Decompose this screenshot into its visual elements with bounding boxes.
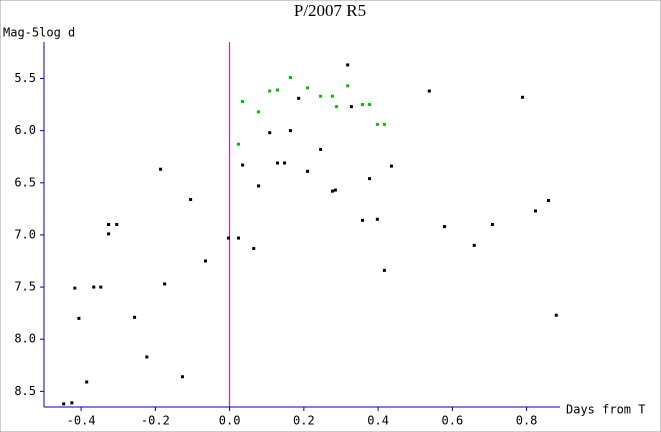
data-point (330, 189, 334, 193)
y-tick-label: 6.5 (14, 175, 36, 189)
data-point (203, 259, 207, 263)
x-tick-label: -0.4 (67, 414, 96, 428)
data-point (257, 110, 261, 114)
data-point (85, 380, 89, 384)
data-point (361, 103, 365, 107)
data-point (275, 88, 279, 92)
data-point (533, 209, 537, 213)
data-point (288, 75, 292, 79)
y-tick-label: 7.0 (14, 227, 36, 241)
data-point (163, 282, 167, 286)
x-tick-label: 0.6 (442, 414, 464, 428)
x-tick-label: 0.2 (293, 414, 315, 428)
data-point (346, 63, 350, 67)
data-point (554, 313, 558, 317)
data-point (546, 199, 550, 203)
data-point (241, 99, 245, 103)
data-point (107, 223, 111, 226)
data-point (159, 167, 163, 171)
data-point (375, 217, 379, 221)
data-point (70, 401, 74, 405)
data-point (427, 89, 431, 93)
data-point (375, 122, 379, 126)
data-point (180, 375, 184, 379)
data-point (346, 84, 350, 88)
data-point (319, 94, 323, 98)
y-tick-label: 5.5 (14, 71, 36, 85)
data-point (115, 223, 119, 226)
data-point (133, 315, 137, 319)
data-point (382, 122, 386, 126)
data-point (237, 236, 241, 240)
data-point (490, 223, 494, 226)
data-point (330, 94, 334, 98)
data-point (99, 285, 103, 289)
x-tick-label: 0.4 (367, 414, 389, 428)
chart-title: P/2007 R5 (294, 1, 366, 20)
data-point (361, 218, 365, 222)
data-point (297, 96, 301, 100)
y-tick-label: 7.5 (14, 280, 36, 294)
data-point (368, 177, 372, 181)
x-tick-label: 0.8 (516, 414, 538, 428)
data-point (368, 103, 372, 107)
data-point (283, 161, 287, 165)
y-tick-label: 6.0 (14, 123, 36, 137)
y-tick-label: 8.0 (14, 332, 36, 346)
data-point (73, 286, 77, 290)
data-point (335, 105, 339, 109)
data-point (268, 89, 272, 93)
x-tick-label: 0.0 (219, 414, 241, 428)
y-axis-label: Mag-5log d (3, 26, 75, 40)
data-point (382, 268, 386, 272)
data-point (237, 142, 241, 146)
data-point (92, 285, 96, 289)
data-point (252, 246, 256, 250)
data-point (389, 164, 393, 168)
data-point (319, 147, 323, 151)
data-point (306, 169, 310, 173)
x-tick-label: -0.2 (141, 414, 170, 428)
x-axis-label: Days from T (566, 403, 645, 417)
data-point (257, 184, 261, 188)
data-point (275, 161, 279, 165)
data-point (226, 236, 230, 240)
data-point (241, 163, 245, 167)
data-point (306, 86, 310, 90)
data-point (333, 188, 337, 192)
data-point (107, 232, 111, 236)
data-point (145, 355, 149, 359)
data-point (189, 197, 193, 201)
data-point (288, 129, 292, 133)
data-point (349, 105, 353, 109)
data-point (521, 95, 525, 99)
data-point (77, 316, 81, 320)
data-point (443, 225, 447, 229)
data-point (62, 402, 66, 406)
y-tick-label: 8.5 (14, 384, 36, 398)
data-point (472, 243, 476, 247)
data-point (268, 131, 272, 135)
